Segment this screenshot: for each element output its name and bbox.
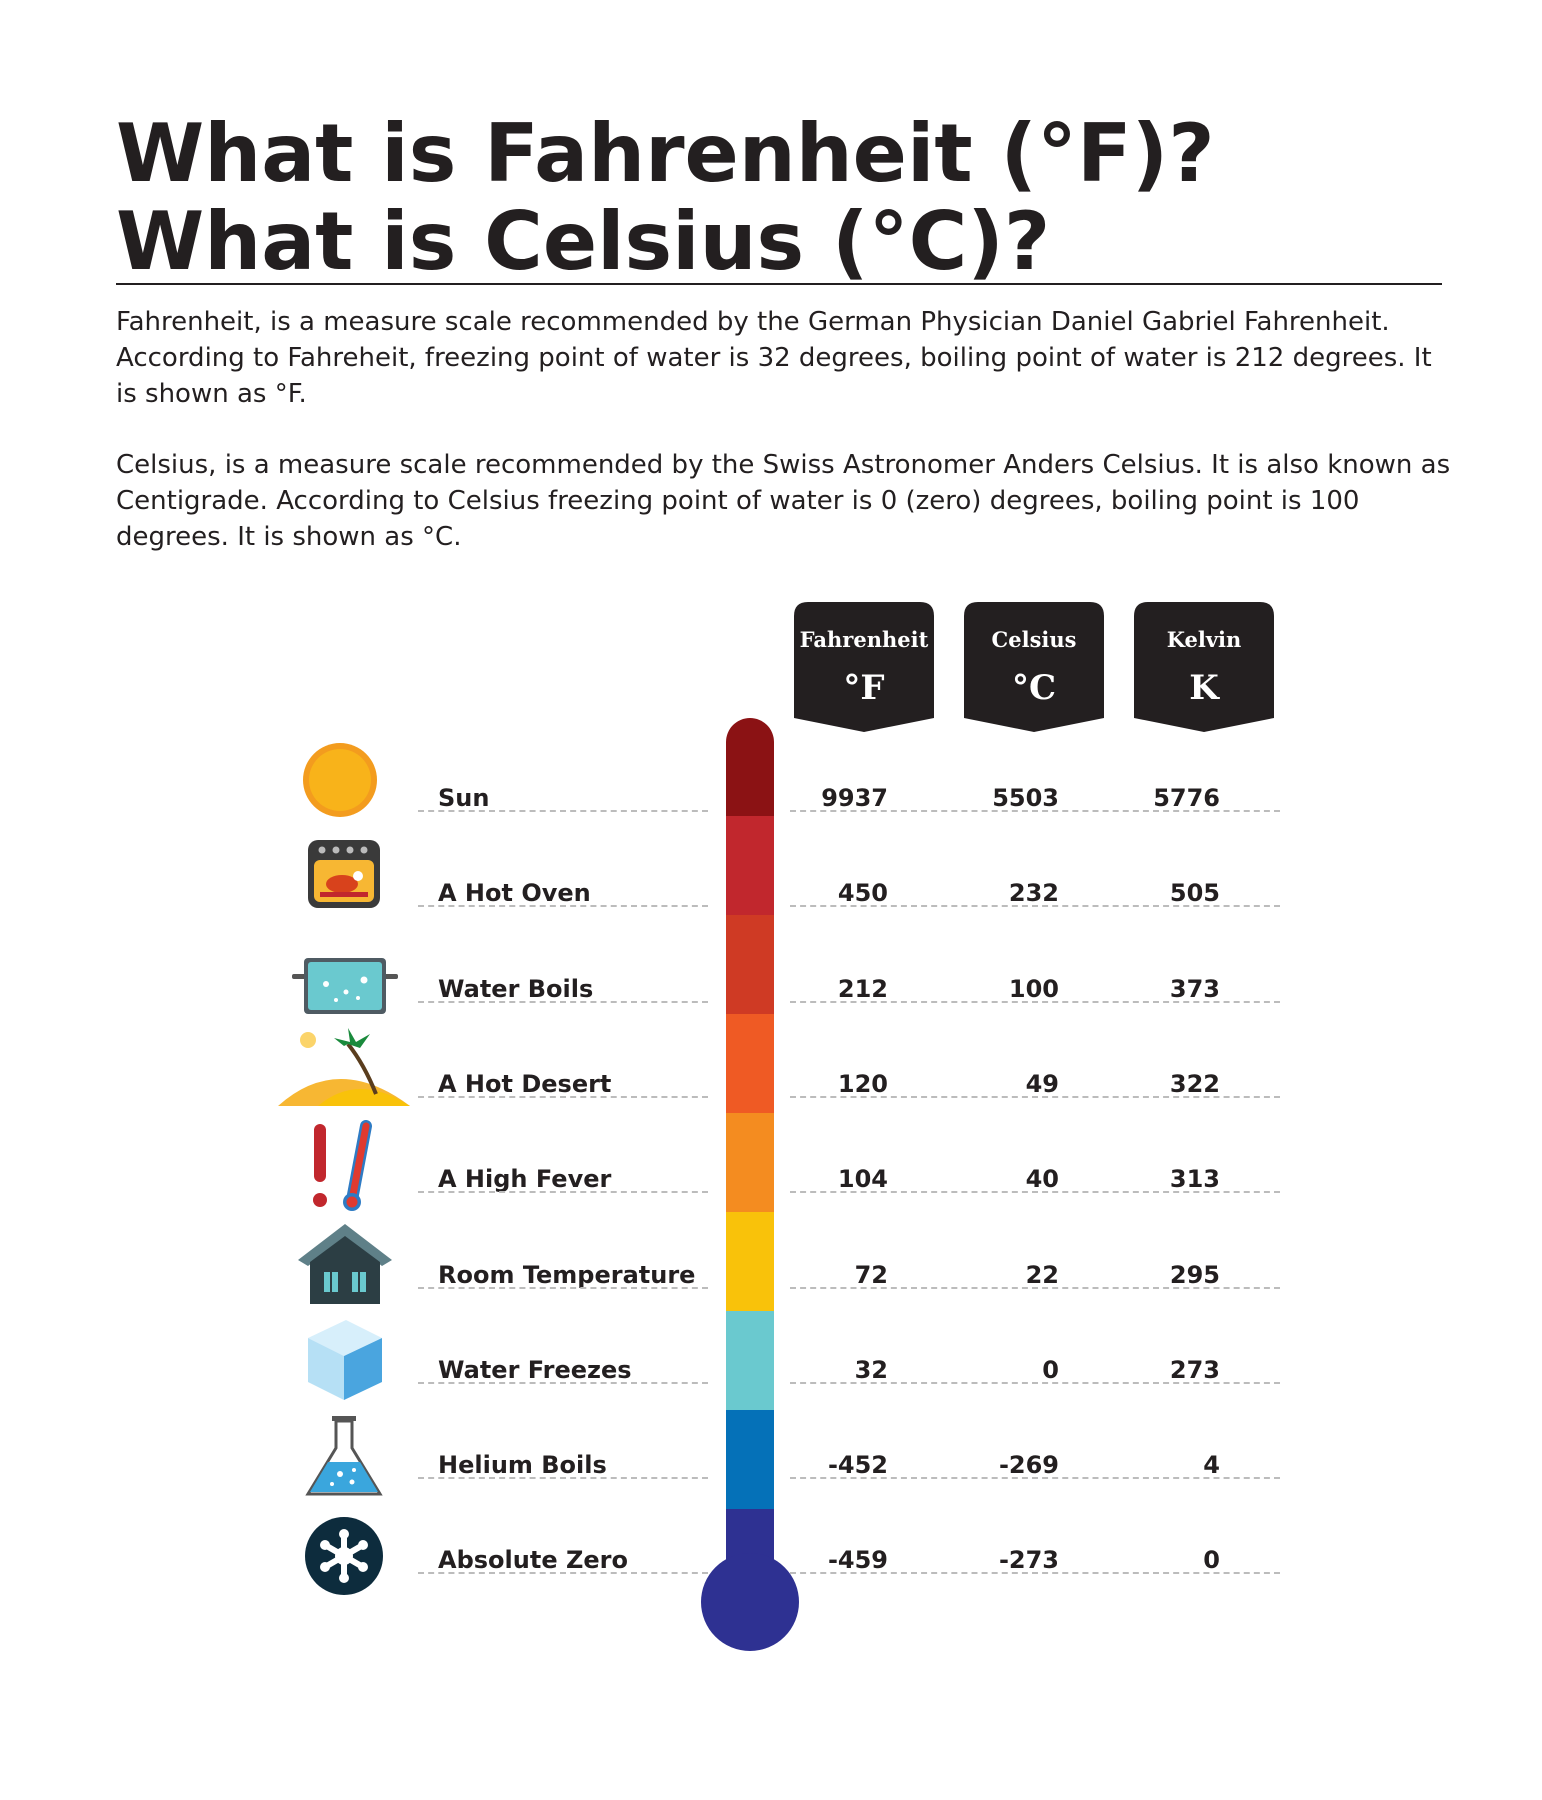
celsius-description: Celsius, is a measure scale recommended … <box>116 450 1451 552</box>
row-divider-left <box>418 810 708 812</box>
thermometer-segment <box>726 1113 774 1213</box>
row-divider-left <box>418 1000 708 1003</box>
column-unit: °C <box>1011 668 1057 708</box>
row-divider-left <box>418 905 708 908</box>
row-label: Absolute Zero <box>438 1546 628 1575</box>
boiling-pot-icon <box>292 958 398 1014</box>
fahrenheit-value: 212 <box>837 974 888 1003</box>
column-header-fahrenheit: Fahrenheit °F <box>794 602 934 732</box>
row-divider-right <box>790 1191 1280 1194</box>
celsius-value: 5503 <box>992 784 1059 812</box>
celsius-value: -273 <box>998 1546 1059 1575</box>
thermometer-segment <box>726 1509 774 1609</box>
row-divider-left <box>418 1477 708 1480</box>
row-divider-left <box>418 1381 708 1384</box>
fever-thermometer-icon <box>313 1120 372 1211</box>
row-label: Water Boils <box>438 974 594 1003</box>
row-divider-right <box>790 1381 1280 1384</box>
column-name: Celsius <box>991 627 1077 652</box>
kelvin-value: 4 <box>1203 1451 1220 1480</box>
thermometer-segment <box>726 1014 774 1114</box>
row-divider-left <box>418 1095 708 1098</box>
kelvin-value: 505 <box>1169 879 1220 908</box>
thermometer-segment <box>726 1410 774 1510</box>
row-label: Room Temperature <box>438 1260 696 1289</box>
row-label: Sun <box>438 784 490 812</box>
column-unit: K <box>1189 668 1219 708</box>
column-header-celsius: Celsius °C <box>964 602 1104 732</box>
sun-icon <box>303 743 377 817</box>
celsius-value: 49 <box>1025 1069 1059 1098</box>
celsius-value: 100 <box>1008 974 1059 1003</box>
column-unit: °F <box>843 668 885 708</box>
row-divider-right <box>790 1477 1280 1480</box>
row-label: A High Fever <box>438 1165 612 1194</box>
row-divider-right <box>790 1286 1280 1289</box>
fahrenheit-value: 72 <box>854 1260 888 1289</box>
celsius-value: 232 <box>1008 879 1059 908</box>
celsius-value: 22 <box>1025 1260 1059 1289</box>
column-header-kelvin: Kelvin K <box>1134 602 1274 732</box>
ice-cube-icon <box>308 1320 382 1400</box>
flask-icon <box>305 1416 383 1496</box>
row-divider-right <box>790 1000 1280 1003</box>
thermometer-segment <box>726 1311 774 1411</box>
kelvin-value: 5776 <box>1153 784 1220 812</box>
row-label: Helium Boils <box>438 1451 607 1480</box>
fahrenheit-description: Fahrenheit, is a measure scale recommend… <box>116 307 1432 409</box>
celsius-value: -269 <box>998 1451 1059 1480</box>
row-label: Water Freezes <box>438 1355 632 1384</box>
snowflake-icon <box>305 1517 383 1595</box>
column-name: Fahrenheit <box>799 627 929 652</box>
page-title: What is Fahrenheit (°F)? What is Celsius… <box>116 110 1215 286</box>
fahrenheit-value: -452 <box>827 1451 888 1480</box>
oven-icon <box>308 840 380 908</box>
title-divider <box>116 283 1442 285</box>
kelvin-value: 313 <box>1169 1165 1220 1194</box>
thermometer-segment <box>726 1212 774 1312</box>
row-divider-right <box>790 905 1280 908</box>
house-icon <box>298 1224 392 1304</box>
fahrenheit-value: 120 <box>837 1069 888 1098</box>
celsius-value: 40 <box>1025 1165 1059 1194</box>
row-divider-left <box>418 1572 708 1575</box>
header-tab-shape <box>964 602 1104 732</box>
fahrenheit-value: -459 <box>827 1546 888 1575</box>
title-line-celsius: What is Celsius (°C)? <box>116 195 1051 288</box>
fahrenheit-value: 450 <box>837 879 888 908</box>
fahrenheit-value: 9937 <box>821 784 888 812</box>
thermometer-segment <box>726 816 774 916</box>
header-tab-shape <box>1134 602 1274 732</box>
kelvin-value: 373 <box>1169 974 1220 1003</box>
row-divider-right <box>790 810 1280 812</box>
row-divider-right <box>790 1572 1280 1575</box>
row-divider-left <box>418 1286 708 1289</box>
desert-island-icon <box>278 1028 410 1106</box>
thermometer-segment <box>726 915 774 1015</box>
celsius-value: 0 <box>1042 1355 1059 1384</box>
thermometer-segment-top <box>726 718 774 817</box>
fahrenheit-value: 32 <box>854 1355 888 1384</box>
kelvin-value: 295 <box>1169 1260 1220 1289</box>
row-label: A Hot Desert <box>438 1069 612 1098</box>
header-tab-shape <box>794 602 934 732</box>
title-line-fahrenheit: What is Fahrenheit (°F)? <box>116 107 1215 200</box>
kelvin-value: 0 <box>1203 1546 1220 1575</box>
fahrenheit-value: 104 <box>837 1165 888 1194</box>
column-name: Kelvin <box>1166 627 1242 652</box>
kelvin-value: 322 <box>1169 1069 1220 1098</box>
row-divider-right <box>790 1095 1280 1098</box>
kelvin-value: 273 <box>1169 1355 1220 1384</box>
row-label: A Hot Oven <box>438 879 591 908</box>
row-divider-left <box>418 1191 708 1194</box>
